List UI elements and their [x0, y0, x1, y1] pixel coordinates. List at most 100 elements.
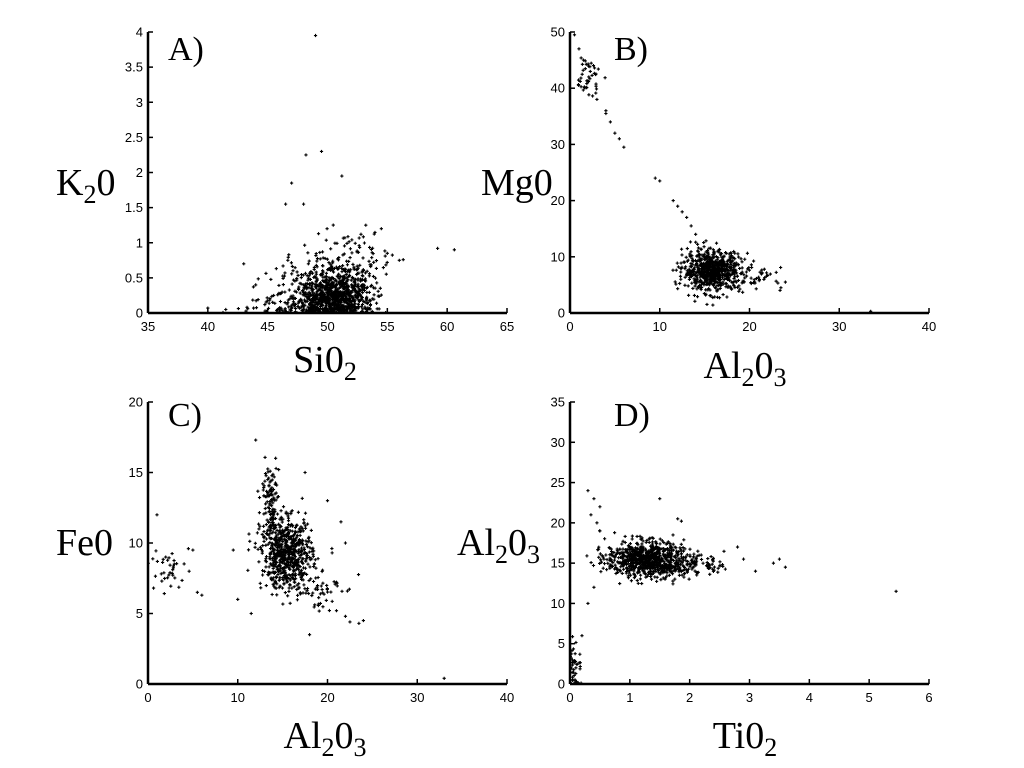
data-point [671, 579, 675, 583]
y-tick-label: 10 [551, 249, 565, 264]
data-point [256, 522, 261, 526]
data-point [276, 554, 280, 558]
data-point [373, 276, 378, 280]
data-point [297, 582, 301, 586]
data-point [623, 534, 627, 539]
data-point [679, 549, 683, 553]
data-point [726, 285, 730, 289]
data-point [671, 199, 675, 203]
data-point [305, 287, 309, 291]
data-point [268, 503, 272, 507]
data-point [702, 240, 706, 245]
data-point [270, 592, 274, 597]
data-point [690, 281, 694, 285]
data-point [333, 582, 337, 586]
data-point [275, 582, 279, 586]
data-point [325, 499, 330, 503]
data-point [671, 542, 675, 546]
data-point [704, 288, 708, 292]
data-point [668, 545, 672, 549]
x-tick-label: 0 [144, 690, 151, 705]
x-tick-label: 2 [686, 690, 693, 705]
data-point [678, 281, 682, 286]
data-point [701, 561, 705, 565]
data-point [301, 273, 305, 277]
data-point [662, 568, 666, 572]
data-point [614, 571, 618, 576]
data-point [288, 297, 292, 301]
data-point [274, 576, 279, 580]
data-point [696, 264, 700, 268]
data-point [290, 576, 294, 580]
data-point [304, 559, 308, 563]
data-point [657, 560, 661, 565]
data-point [260, 573, 265, 577]
data-point [295, 270, 299, 274]
data-point [281, 282, 285, 287]
data-point [298, 591, 302, 595]
data-point [762, 277, 766, 282]
data-point [295, 587, 299, 592]
data-point [320, 264, 325, 268]
data-point [641, 565, 645, 569]
data-point [285, 560, 290, 564]
data-point [263, 502, 268, 506]
data-point [317, 301, 321, 305]
data-point [609, 547, 613, 551]
data-point [776, 281, 780, 285]
data-point [774, 270, 778, 274]
data-point [296, 510, 301, 514]
data-point [324, 598, 328, 602]
data-point [711, 556, 716, 560]
data-point [586, 79, 591, 84]
data-point [270, 544, 274, 548]
data-point [355, 272, 359, 277]
x-axis-label: Al203 [284, 715, 367, 762]
data-point [698, 273, 702, 277]
data-point [656, 563, 660, 567]
data-point [361, 268, 366, 273]
data-point [726, 277, 731, 282]
data-point [635, 546, 639, 551]
data-point [668, 555, 672, 560]
data-point [285, 527, 289, 531]
data-point [274, 267, 278, 271]
data-point [278, 528, 282, 532]
data-point [705, 564, 710, 569]
data-point [689, 250, 693, 254]
data-point [670, 558, 674, 562]
data-point [633, 546, 638, 550]
data-point [713, 279, 717, 284]
data-point [291, 300, 296, 304]
data-point [263, 471, 268, 476]
data-point [699, 553, 703, 557]
data-point [735, 545, 740, 549]
data-point [675, 561, 679, 565]
data-point [281, 548, 286, 552]
data-point [617, 556, 621, 560]
data-point [162, 591, 166, 596]
data-point [260, 532, 264, 537]
data-point [351, 286, 355, 290]
y-axis-label-main: Mg0 [481, 162, 553, 204]
data-point [599, 558, 603, 562]
data-point [365, 269, 369, 273]
data-point [307, 550, 311, 554]
data-point [324, 238, 328, 242]
data-point [311, 579, 316, 584]
data-point [581, 58, 586, 62]
data-point [578, 79, 582, 84]
data-point [745, 251, 750, 255]
data-point [325, 227, 329, 231]
data-point [277, 563, 281, 567]
data-point [169, 584, 173, 588]
data-point [350, 303, 354, 307]
data-point [384, 263, 388, 267]
data-point [366, 306, 370, 310]
data-point [271, 300, 275, 304]
data-point [630, 546, 634, 550]
data-point [353, 277, 358, 281]
data-point [309, 528, 313, 532]
data-point [297, 550, 301, 554]
data-points [570, 489, 898, 684]
